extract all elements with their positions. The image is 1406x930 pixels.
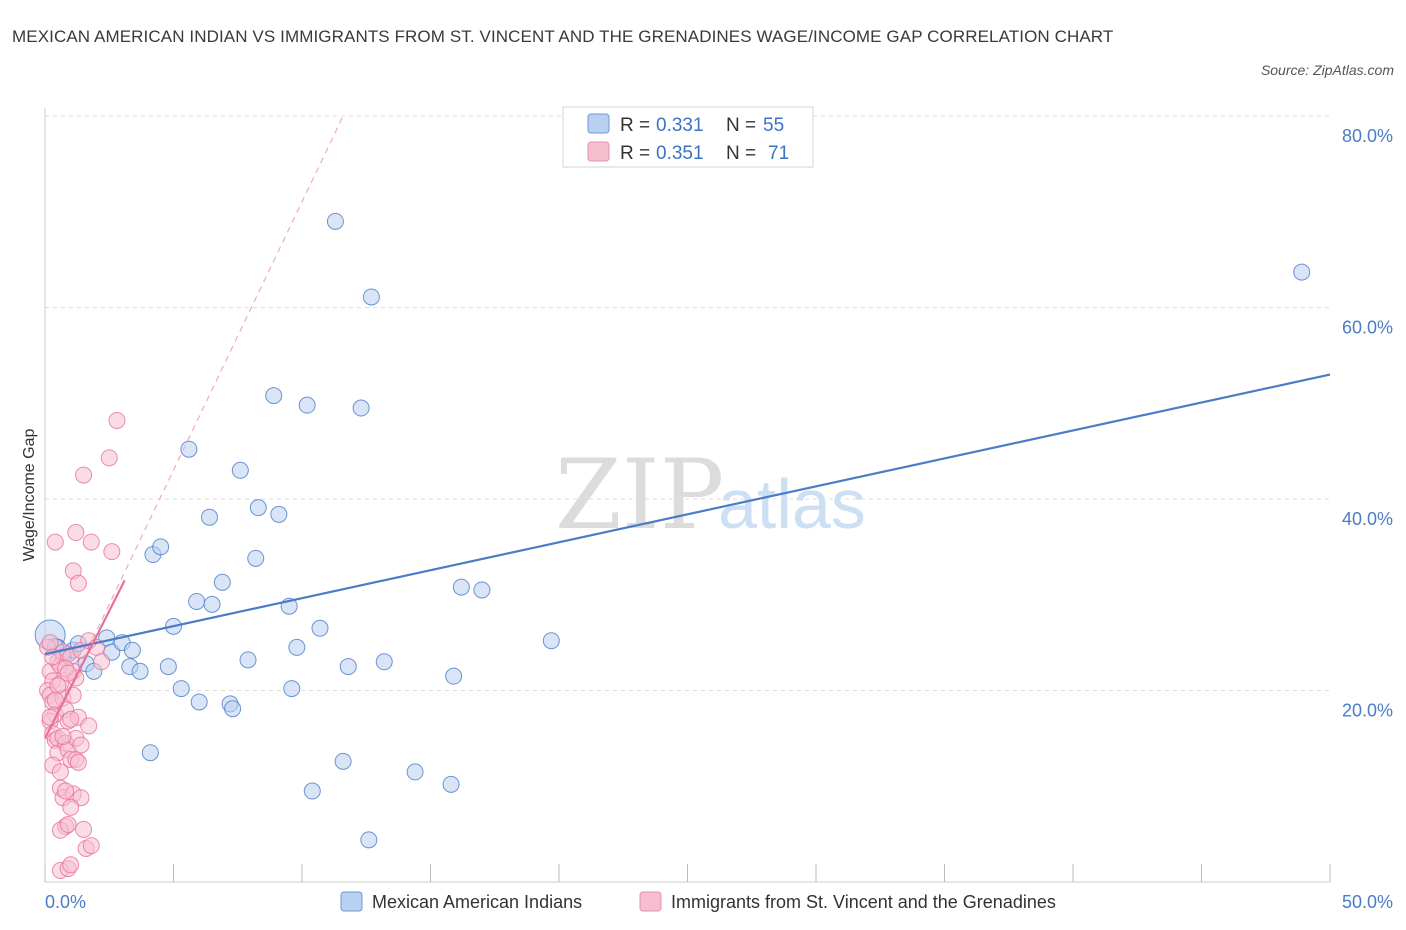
blue-data-point bbox=[452, 578, 470, 596]
blue-data-point bbox=[203, 595, 221, 613]
pink-data-point bbox=[59, 664, 77, 682]
blue-data-point bbox=[288, 638, 306, 656]
blue-data-point bbox=[224, 700, 242, 718]
blue-data-point bbox=[352, 399, 370, 417]
blue-data-point bbox=[1293, 263, 1311, 281]
bottom-legend-swatch-pink bbox=[639, 891, 662, 912]
y-tick-label-40: 40.0% bbox=[1342, 509, 1393, 529]
grid-lines bbox=[45, 115, 1330, 691]
pink-trend-line bbox=[44, 579, 126, 739]
legend-n-value-blue: 55 bbox=[763, 115, 784, 136]
pink-data-point bbox=[59, 816, 77, 834]
pink-data-point bbox=[72, 736, 90, 754]
pink-data-point bbox=[82, 837, 100, 855]
bottom-legend: Mexican American Indians Immigrants from… bbox=[340, 891, 1056, 912]
blue-trend-line bbox=[44, 373, 1331, 656]
chart-source: Source: ZipAtlas.com bbox=[1260, 62, 1394, 78]
pink-data-point bbox=[100, 449, 118, 467]
legend-box: R = 0.331 N = 55 R = 0.351 N = 71 bbox=[562, 106, 814, 168]
blue-data-point bbox=[200, 508, 218, 526]
blue-data-point bbox=[334, 752, 352, 770]
blue-data-point bbox=[339, 658, 357, 676]
blue-data-point bbox=[311, 619, 329, 637]
blue-data-point bbox=[265, 387, 283, 405]
blue-data-point bbox=[141, 744, 159, 762]
blue-data-point bbox=[131, 662, 149, 680]
pink-data-point bbox=[69, 574, 87, 592]
blue-data-point bbox=[406, 763, 424, 781]
legend-r-value-pink: 0.351 bbox=[656, 143, 704, 164]
blue-data-point bbox=[326, 212, 344, 230]
bottom-legend-label-blue: Mexican American Indians bbox=[372, 892, 582, 912]
pink-data-point bbox=[54, 727, 72, 745]
pink-data-point bbox=[108, 411, 126, 429]
blue-data-point bbox=[190, 693, 208, 711]
blue-data-point bbox=[239, 651, 257, 669]
blue-data-point bbox=[231, 461, 249, 479]
blue-data-point bbox=[442, 775, 460, 793]
pink-data-point bbox=[75, 820, 93, 838]
blue-data-point bbox=[123, 641, 141, 659]
watermark-zip: ZIP bbox=[555, 439, 724, 551]
y-tick-label-80: 80.0% bbox=[1342, 126, 1393, 146]
blue-data-point bbox=[180, 440, 198, 458]
legend-r-value-blue: 0.331 bbox=[656, 115, 704, 136]
blue-data-point bbox=[362, 288, 380, 306]
blue-data-point bbox=[298, 396, 316, 414]
blue-data-point bbox=[188, 592, 206, 610]
bottom-legend-swatch-blue bbox=[340, 891, 363, 912]
blue-data-point bbox=[375, 653, 393, 671]
blue-data-point bbox=[473, 581, 491, 599]
bottom-legend-label-pink: Immigrants from St. Vincent and the Gren… bbox=[671, 892, 1056, 912]
y-tick-labels: 20.0% 40.0% 60.0% 80.0% bbox=[1342, 126, 1393, 721]
pink-series-points bbox=[39, 411, 126, 880]
x-ticks bbox=[44, 864, 1331, 882]
x-tick-label-min: 0.0% bbox=[45, 892, 86, 912]
y-axis-label: Wage/Income Gap bbox=[21, 429, 38, 562]
blue-data-point bbox=[360, 831, 378, 849]
pink-data-point bbox=[80, 717, 98, 735]
pink-data-point bbox=[82, 533, 100, 551]
pink-data-point bbox=[75, 466, 93, 484]
pink-data-point bbox=[103, 543, 121, 561]
blue-data-point bbox=[152, 538, 170, 556]
blue-data-point bbox=[303, 782, 321, 800]
trend-lines bbox=[44, 373, 1331, 739]
blue-data-point bbox=[249, 499, 267, 517]
legend-swatch-pink bbox=[587, 141, 610, 162]
blue-data-point bbox=[159, 658, 177, 676]
legend-n-label-pink: N = bbox=[726, 143, 761, 164]
pink-trend-dashed-extension bbox=[44, 115, 344, 739]
pink-data-point bbox=[93, 653, 111, 671]
blue-data-point bbox=[542, 632, 560, 650]
legend-r-label-pink: R = bbox=[620, 143, 655, 164]
watermark-atlas: atlas bbox=[718, 465, 866, 543]
y-tick-label-20: 20.0% bbox=[1342, 701, 1393, 721]
x-tick-label-max: 50.0% bbox=[1342, 892, 1393, 912]
pink-data-point bbox=[57, 782, 75, 800]
pink-data-point bbox=[62, 798, 80, 816]
blue-data-point bbox=[445, 667, 463, 685]
blue-data-point bbox=[213, 573, 231, 591]
blue-data-point bbox=[283, 680, 301, 698]
legend-swatch-blue bbox=[587, 113, 610, 134]
legend-n-label-blue: N = bbox=[726, 115, 761, 136]
y-tick-label-60: 60.0% bbox=[1342, 318, 1393, 338]
pink-trend-extension bbox=[44, 115, 344, 739]
legend-r-label-blue: R = bbox=[620, 115, 655, 136]
chart-title: MEXICAN AMERICAN INDIAN VS IMMIGRANTS FR… bbox=[12, 27, 1114, 46]
pink-data-point bbox=[67, 524, 85, 542]
blue-data-point bbox=[270, 505, 288, 523]
pink-data-point bbox=[46, 533, 64, 551]
blue-data-point bbox=[172, 680, 190, 698]
blue-data-point bbox=[247, 549, 265, 567]
pink-data-point bbox=[69, 753, 87, 771]
legend-n-value-pink: 71 bbox=[768, 143, 789, 164]
pink-data-point bbox=[62, 856, 80, 874]
pink-data-point bbox=[62, 710, 80, 728]
pink-data-point bbox=[41, 634, 59, 652]
